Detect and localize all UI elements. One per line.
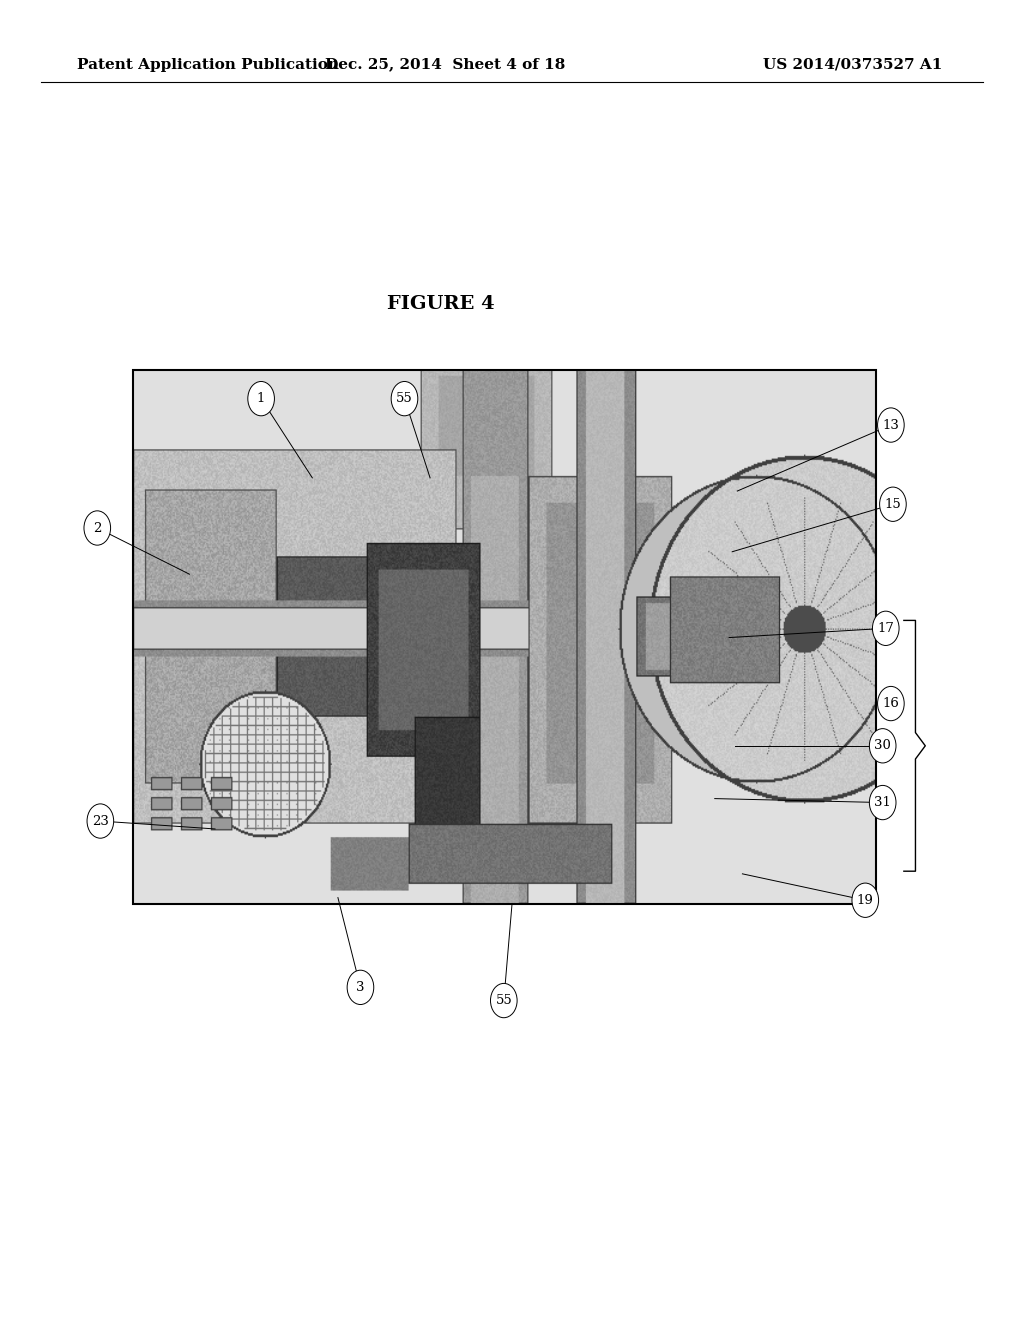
Text: 23: 23 xyxy=(92,814,109,828)
Circle shape xyxy=(869,785,896,820)
Text: Patent Application Publication: Patent Application Publication xyxy=(77,58,339,71)
Text: Dec. 25, 2014  Sheet 4 of 18: Dec. 25, 2014 Sheet 4 of 18 xyxy=(326,58,565,71)
Circle shape xyxy=(248,381,274,416)
Text: 30: 30 xyxy=(874,739,891,752)
Circle shape xyxy=(878,686,904,721)
Circle shape xyxy=(347,970,374,1005)
Text: 17: 17 xyxy=(878,622,894,635)
Circle shape xyxy=(391,381,418,416)
Circle shape xyxy=(869,729,896,763)
Text: 3: 3 xyxy=(356,981,365,994)
Text: 13: 13 xyxy=(883,418,899,432)
Circle shape xyxy=(872,611,899,645)
Circle shape xyxy=(878,408,904,442)
Text: 19: 19 xyxy=(857,894,873,907)
Circle shape xyxy=(880,487,906,521)
Text: 16: 16 xyxy=(883,697,899,710)
Circle shape xyxy=(87,804,114,838)
Circle shape xyxy=(852,883,879,917)
Text: 15: 15 xyxy=(885,498,901,511)
Circle shape xyxy=(490,983,517,1018)
Text: 55: 55 xyxy=(496,994,512,1007)
Text: 55: 55 xyxy=(396,392,413,405)
Text: US 2014/0373527 A1: US 2014/0373527 A1 xyxy=(763,58,942,71)
Text: 31: 31 xyxy=(874,796,891,809)
Text: 2: 2 xyxy=(93,521,101,535)
Circle shape xyxy=(84,511,111,545)
Text: 1: 1 xyxy=(257,392,265,405)
Text: FIGURE 4: FIGURE 4 xyxy=(386,294,495,313)
